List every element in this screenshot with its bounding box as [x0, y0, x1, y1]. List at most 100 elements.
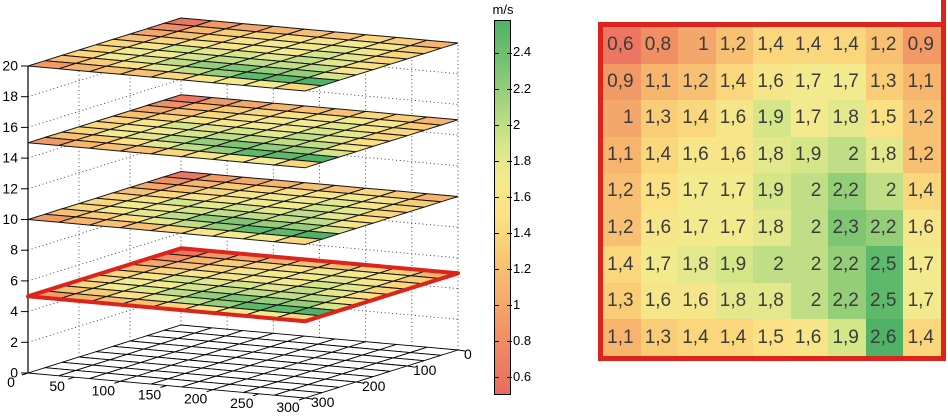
- heatmap-cell: 2: [790, 282, 829, 320]
- heatmap-cell: 1,6: [715, 136, 754, 174]
- svg-text:8: 8: [10, 242, 18, 258]
- svg-text:100: 100: [413, 362, 437, 378]
- colorbar-tick-label: 1: [513, 296, 521, 312]
- colorbar-tick: [507, 269, 512, 271]
- heatmap-cell: 2,6: [865, 319, 904, 356]
- surface-layer-z5: [26, 246, 460, 324]
- heatmap-cell: 1,7: [790, 100, 829, 137]
- heatmap-cell: 0,6: [603, 27, 641, 64]
- heatmap-cell: 1,3: [640, 319, 679, 356]
- colorbar-tick: [495, 125, 499, 127]
- heatmap-cell: 1,1: [640, 63, 679, 101]
- heatmap-cell: 0,9: [903, 27, 941, 64]
- colorbar-tick-label: 2.2: [513, 80, 532, 96]
- heatmap-cell: 1,2: [678, 63, 716, 101]
- heatmap-cell: 1,8: [753, 209, 791, 247]
- heatmap-cell: 1,7: [903, 282, 941, 320]
- heatmap-cell: 1,8: [828, 100, 866, 137]
- heatmap-cell: 1,3: [603, 282, 641, 320]
- svg-text:200: 200: [184, 391, 208, 407]
- heatmap-cell: 2,2: [828, 282, 866, 320]
- svg-text:12: 12: [2, 180, 18, 196]
- svg-text:16: 16: [2, 119, 18, 135]
- heatmap-cell: 1,9: [790, 136, 829, 174]
- colorbar-tick: [507, 161, 512, 163]
- colorbar-tick: [495, 52, 499, 54]
- heatmap-cell: 1,4: [678, 319, 716, 356]
- heatmap-cell: 1,4: [678, 100, 716, 137]
- heatmap-cell: 1,9: [753, 173, 791, 210]
- colorbar-tick: [507, 305, 512, 307]
- colorbar-tick: [507, 197, 512, 199]
- heatmap-cell: 1,8: [753, 282, 791, 320]
- heatmap-cell: 1,4: [903, 319, 941, 356]
- highlighted-layer-outline: [26, 246, 460, 324]
- svg-text:0: 0: [464, 346, 472, 362]
- heatmap-cell: 2: [865, 173, 904, 210]
- heatmap-cell: 1,4: [790, 27, 829, 64]
- heatmap-cell: 1,7: [715, 173, 754, 210]
- heatmap-cell: 2: [790, 173, 829, 210]
- heatmap-cell: 1,2: [715, 27, 754, 64]
- heatmap-cell: 1,9: [715, 246, 754, 283]
- heatmap-cell: 1,8: [865, 136, 904, 174]
- heatmap-cell: 1,8: [715, 282, 754, 320]
- colorbar-unit-label: m/s: [492, 2, 514, 17]
- heatmap-cell: 1,7: [828, 63, 866, 101]
- heatmap-cell: 1,7: [790, 63, 829, 101]
- colorbar-tick: [495, 377, 499, 379]
- colorbar-tick: [507, 89, 512, 90]
- heatmap-cell: 0,9: [603, 63, 641, 101]
- heatmap-cell: 1,2: [865, 27, 904, 64]
- heatmap-cell: 1,7: [903, 246, 941, 283]
- heatmap-cell: 1,3: [865, 63, 904, 101]
- velocity-heatmap-grid: 0,6 0,8 1 1,2 1,4 1,4 1,4 1,2 0,9 0,9 1,1 1,2 1,4 1,6…: [598, 22, 946, 361]
- svg-text:0: 0: [10, 365, 18, 381]
- heatmap-cell: 2: [790, 209, 829, 247]
- heatmap-cell: 1,9: [753, 100, 791, 137]
- heatmap-cell: 2,5: [865, 282, 904, 320]
- svg-text:300: 300: [276, 399, 300, 415]
- colorbar-gradient: [494, 20, 512, 395]
- svg-text:50: 50: [49, 378, 65, 394]
- heatmap-cell: 1,4: [603, 246, 641, 283]
- floor-mesh: [27, 324, 459, 399]
- surface-layer-z10: [27, 170, 459, 246]
- svg-text:100: 100: [92, 382, 116, 398]
- heatmap-cell: 1,6: [715, 100, 754, 137]
- heatmap-cell: 1,6: [678, 282, 716, 320]
- surface-layer-z20: [27, 17, 459, 92]
- colorbar-tick: [495, 161, 499, 163]
- colorbar-tick: [507, 341, 512, 343]
- svg-text:14: 14: [2, 150, 18, 166]
- colorbar-tick: [495, 89, 499, 90]
- colorbar-tick-label: 1.6: [513, 188, 532, 204]
- heatmap-cell: 1,8: [678, 246, 716, 283]
- heatmap-cell: 1,7: [640, 246, 679, 283]
- colorbar-tick: [507, 233, 512, 235]
- svg-text:10: 10: [2, 211, 18, 227]
- svg-text:20: 20: [2, 58, 18, 74]
- surface-layer-z15: [27, 94, 459, 169]
- heatmap-cell: 2,3: [828, 209, 866, 247]
- colorbar-tick-label: 2.4: [513, 44, 532, 60]
- svg-text:250: 250: [230, 395, 254, 411]
- colorbar-tick: [507, 52, 512, 54]
- heatmap-cell: 0,8: [640, 27, 679, 64]
- colorbar-tick: [495, 305, 499, 307]
- heatmap-cell: 1,2: [603, 173, 641, 210]
- heatmap-cell: 1,9: [828, 319, 866, 356]
- y-axis: 0 100 200 300: [304, 346, 472, 410]
- svg-text:2: 2: [10, 334, 18, 350]
- heatmap-cell: 2,2: [828, 173, 866, 210]
- colorbar-tick: [495, 269, 499, 271]
- heatmap-cell: 1,1: [603, 319, 641, 356]
- heatmap-cell: 2,5: [865, 246, 904, 283]
- heatmap-cell: 1: [603, 100, 641, 137]
- floor-grid-lines: [78, 332, 408, 391]
- heatmap-cell: 1,1: [603, 136, 641, 174]
- colorbar-tick-label: 2: [513, 116, 521, 132]
- heatmap-cell: 1,6: [790, 319, 829, 356]
- heatmap-cell: 1,6: [640, 282, 679, 320]
- svg-text:200: 200: [362, 378, 386, 394]
